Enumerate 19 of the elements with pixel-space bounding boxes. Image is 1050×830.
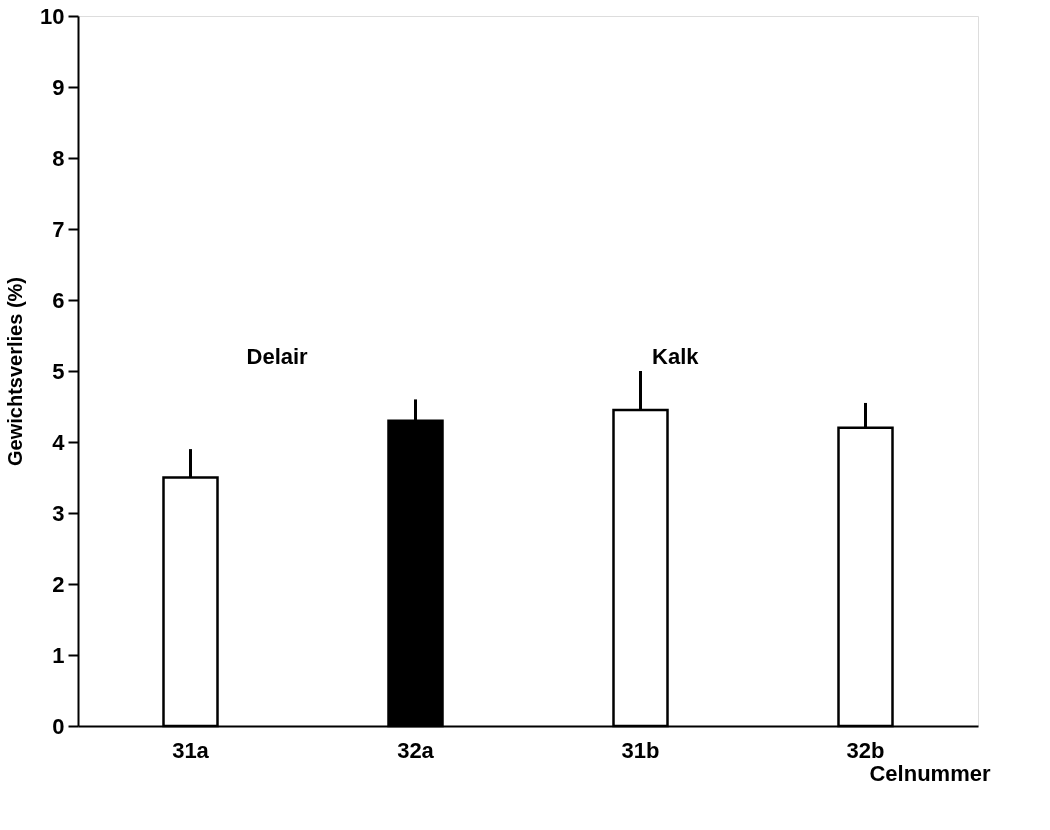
annotation: Kalk bbox=[652, 343, 700, 369]
x-axis-title: Celnummer bbox=[869, 760, 991, 786]
y-tick-label: 1 bbox=[52, 642, 65, 668]
y-tick-label: 7 bbox=[52, 216, 65, 242]
y-tick-label: 2 bbox=[52, 571, 65, 597]
y-tick-label: 8 bbox=[52, 145, 65, 171]
x-tick-label: 31b bbox=[621, 737, 660, 763]
x-tick-label: 31a bbox=[172, 737, 210, 763]
y-tick-label: 6 bbox=[52, 287, 65, 313]
y-tick-label: 4 bbox=[52, 429, 66, 455]
y-axis-title: Gewichtsverlies (%) bbox=[4, 277, 27, 466]
y-tick-label: 3 bbox=[52, 500, 65, 526]
y-tick-label: 9 bbox=[52, 74, 65, 100]
y-tick-label: 10 bbox=[40, 3, 65, 29]
x-tick-label: 32a bbox=[397, 737, 435, 763]
y-tick-label: 5 bbox=[52, 358, 65, 384]
y-tick-label: 0 bbox=[52, 713, 65, 739]
annotation: Delair bbox=[246, 343, 309, 369]
x-tick-label: 32b bbox=[846, 737, 885, 763]
